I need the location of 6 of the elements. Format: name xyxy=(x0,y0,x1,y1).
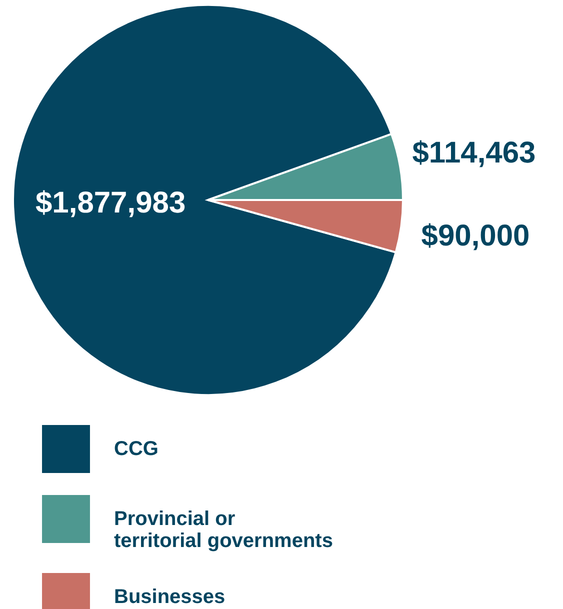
data-label: $1,877,983 xyxy=(35,186,186,220)
legend-label: Provincial or territorial governments xyxy=(114,508,333,552)
data-label: $90,000 xyxy=(421,220,530,253)
legend-label: CCG xyxy=(114,438,158,460)
data-label: $114,463 xyxy=(412,136,536,170)
legend-label: Businesses xyxy=(114,586,226,608)
